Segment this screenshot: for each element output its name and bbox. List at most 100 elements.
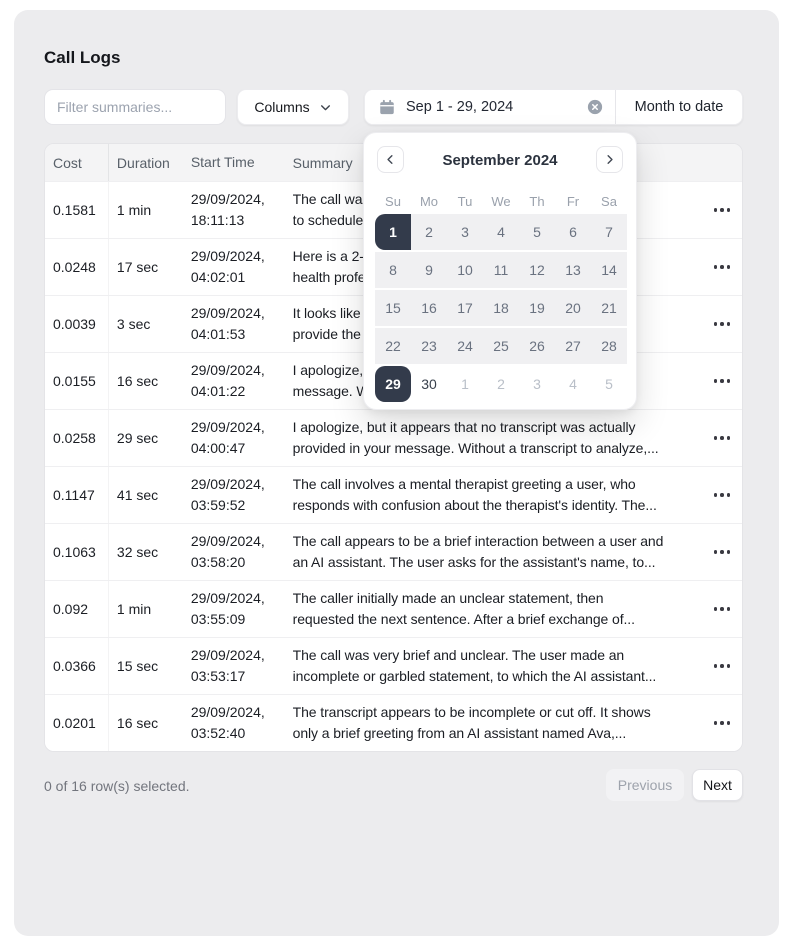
- date-range-label: Sep 1 - 29, 2024: [406, 99, 514, 115]
- actions-cell: [704, 430, 742, 446]
- calendar-day[interactable]: 3: [533, 376, 541, 392]
- next-page-button[interactable]: Next: [692, 769, 743, 801]
- weekday-label: Th: [529, 194, 545, 209]
- start-date: 29/09/2024,: [190, 476, 265, 492]
- filter-summaries-input[interactable]: [44, 89, 226, 125]
- calendar-month-title: September 2024: [442, 152, 558, 169]
- weekday-label: We: [491, 194, 511, 209]
- calendar-day[interactable]: 1: [375, 214, 411, 250]
- calendar-day[interactable]: 13: [555, 252, 591, 288]
- cost-cell: 0.0258: [45, 410, 109, 466]
- weekday-label: Mo: [419, 194, 439, 209]
- row-menu-button[interactable]: [712, 715, 733, 731]
- row-menu-button[interactable]: [712, 259, 733, 275]
- calendar-day[interactable]: 8: [375, 252, 411, 288]
- calendar-day[interactable]: 18: [483, 290, 519, 326]
- table-row[interactable]: 0.092 1 min 29/09/2024, 03:55:09 The cal…: [45, 580, 742, 637]
- start-time-cell: 29/09/2024, 04:00:47: [183, 417, 285, 459]
- start-time-cell: 29/09/2024, 03:53:17: [183, 645, 285, 687]
- ellipsis-icon: [713, 550, 717, 554]
- start-time-cell: 29/09/2024, 03:52:40: [183, 702, 285, 744]
- actions-cell: [704, 373, 742, 389]
- calendar-day[interactable]: 27: [555, 328, 591, 364]
- month-to-date-button[interactable]: Month to date: [616, 90, 742, 124]
- start-clock: 18:11:13: [190, 212, 245, 228]
- ellipsis-icon: [713, 322, 717, 326]
- calendar-day[interactable]: 1: [461, 376, 469, 392]
- table-row[interactable]: 0.0366 15 sec 29/09/2024, 03:53:17 The c…: [45, 637, 742, 694]
- row-menu-button[interactable]: [712, 658, 733, 674]
- start-time-cell: 29/09/2024, 04:01:53: [183, 303, 285, 345]
- calendar-day[interactable]: 2: [411, 214, 447, 250]
- start-time-cell: 29/09/2024, 03:59:52: [183, 474, 285, 516]
- calendar-day[interactable]: 15: [375, 290, 411, 326]
- calendar-day[interactable]: 22: [375, 328, 411, 364]
- summary-cell: The call was very brief and unclear. The…: [285, 645, 704, 687]
- row-menu-button[interactable]: [712, 544, 733, 560]
- date-group-divider: [615, 90, 616, 124]
- calendar-day[interactable]: 5: [605, 376, 613, 392]
- calendar-icon: [378, 98, 396, 116]
- table-row[interactable]: 0.1063 32 sec 29/09/2024, 03:58:20 The c…: [45, 523, 742, 580]
- calendar-day[interactable]: 28: [591, 328, 627, 364]
- calendar-day[interactable]: 4: [569, 376, 577, 392]
- calendar-day[interactable]: 26: [519, 328, 555, 364]
- calendar-day[interactable]: 24: [447, 328, 483, 364]
- calendar-day[interactable]: 4: [483, 214, 519, 250]
- actions-cell: [704, 601, 742, 617]
- calendar-day[interactable]: 30: [421, 376, 437, 392]
- ellipsis-icon: [713, 265, 717, 269]
- columns-dropdown-button[interactable]: Columns: [237, 89, 349, 125]
- start-date: 29/09/2024,: [190, 419, 265, 435]
- row-menu-button[interactable]: [712, 487, 733, 503]
- calendar-day[interactable]: 6: [555, 214, 591, 250]
- calendar-day[interactable]: 12: [519, 252, 555, 288]
- clear-date-icon[interactable]: [586, 98, 604, 116]
- row-menu-button[interactable]: [712, 316, 733, 332]
- calendar-day[interactable]: 21: [591, 290, 627, 326]
- duration-cell: 1 min: [116, 202, 152, 218]
- start-clock: 03:52:40: [190, 725, 246, 741]
- calendar-day[interactable]: 2: [497, 376, 505, 392]
- calendar-day[interactable]: 25: [483, 328, 519, 364]
- calendar-day[interactable]: 9: [411, 252, 447, 288]
- calendar-day[interactable]: 14: [591, 252, 627, 288]
- calendar-day[interactable]: 10: [447, 252, 483, 288]
- start-time-cell: 29/09/2024, 03:58:20: [183, 531, 285, 573]
- weekday-label: Tu: [457, 194, 473, 209]
- date-range-group: Sep 1 - 29, 2024 Month to date: [364, 89, 743, 125]
- calendar-day[interactable]: 20: [555, 290, 591, 326]
- previous-month-button[interactable]: [377, 146, 404, 173]
- row-menu-button[interactable]: [712, 430, 733, 446]
- ellipsis-icon: [713, 436, 717, 440]
- calendar-day[interactable]: 3: [447, 214, 483, 250]
- duration-cell: 16 sec: [116, 715, 159, 731]
- calendar-day[interactable]: 17: [447, 290, 483, 326]
- next-month-button[interactable]: [596, 146, 623, 173]
- row-menu-button[interactable]: [712, 373, 733, 389]
- summary-cell: The transcript appears to be incomplete …: [285, 702, 704, 744]
- calendar-day[interactable]: 19: [519, 290, 555, 326]
- calendar-day[interactable]: 29: [375, 366, 411, 402]
- header-summary: Summary: [292, 154, 353, 171]
- row-menu-button[interactable]: [712, 601, 733, 617]
- header-start-time: Start Time: [190, 154, 255, 170]
- table-row[interactable]: 0.1147 41 sec 29/09/2024, 03:59:52 The c…: [45, 466, 742, 523]
- calendar-day[interactable]: 7: [591, 214, 627, 250]
- calendar-day[interactable]: 16: [411, 290, 447, 326]
- summary-line-2: requested the next sentence. After a bri…: [292, 611, 635, 627]
- previous-page-button[interactable]: Previous: [606, 769, 684, 801]
- summary-cell: The call involves a mental therapist gre…: [285, 474, 704, 516]
- cost-cell: 0.0248: [45, 239, 109, 295]
- start-time-cell: 29/09/2024, 04:02:01: [183, 246, 285, 288]
- calendar-day[interactable]: 11: [483, 252, 519, 288]
- date-range-button[interactable]: Sep 1 - 29, 2024: [365, 90, 615, 124]
- table-row[interactable]: 0.0258 29 sec 29/09/2024, 04:00:47 I apo…: [45, 409, 742, 466]
- chevron-down-icon: [319, 101, 332, 114]
- calendar-day[interactable]: 23: [411, 328, 447, 364]
- duration-cell: 29 sec: [116, 430, 159, 446]
- calendar-day[interactable]: 5: [519, 214, 555, 250]
- ellipsis-icon: [713, 379, 717, 383]
- row-menu-button[interactable]: [712, 202, 733, 218]
- table-row[interactable]: 0.0201 16 sec 29/09/2024, 03:52:40 The t…: [45, 694, 742, 751]
